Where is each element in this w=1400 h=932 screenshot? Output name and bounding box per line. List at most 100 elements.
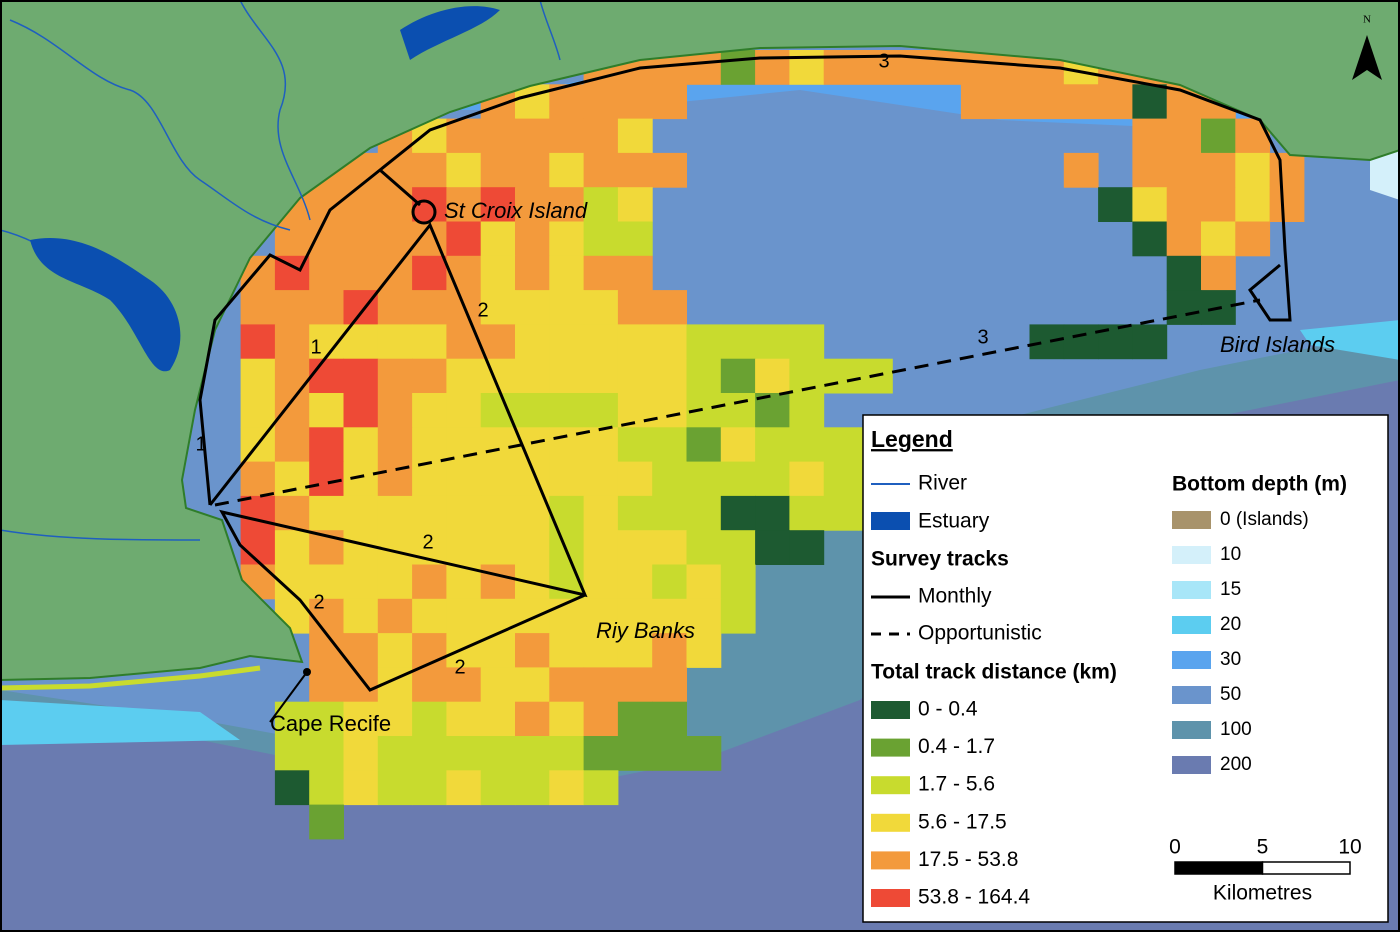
grid-cell (652, 427, 687, 463)
grid-cell (480, 393, 516, 428)
legend-label: 100 (1220, 719, 1252, 740)
grid-cell (617, 221, 653, 257)
grid-cell (343, 255, 379, 291)
grid-cell (549, 358, 585, 394)
estuary-swatch (871, 512, 910, 530)
track-label: 3 (977, 326, 988, 348)
grid-cell (515, 393, 550, 428)
grid-cell (377, 495, 413, 531)
scale-segment (1174, 861, 1264, 875)
grid-cell (446, 255, 482, 291)
grid-cell (240, 324, 276, 360)
grid-cell (446, 393, 482, 428)
grid-cell (1201, 118, 1236, 154)
grid-cell (549, 187, 585, 222)
grid-cell (515, 701, 550, 737)
grid-cell (583, 633, 619, 668)
grid-cell (446, 461, 482, 497)
grid-cell (1132, 118, 1168, 154)
grid-cell (617, 358, 653, 394)
grid-cell (309, 495, 344, 531)
track-label: 1 (195, 433, 206, 455)
grid-cell (309, 290, 344, 325)
grid-cell (960, 50, 996, 85)
grid-cell (480, 770, 516, 806)
grid-cell (240, 461, 276, 497)
grid-cell (309, 667, 344, 703)
track-label: 2 (477, 299, 488, 321)
grid-cell (480, 324, 516, 360)
grid-cell (617, 152, 653, 188)
grid-cell (583, 118, 619, 154)
grid-cell (686, 50, 722, 85)
grid-cell (617, 667, 653, 703)
grid-cell (412, 427, 447, 463)
track-label: 1 (310, 336, 321, 358)
grid-cell (274, 427, 310, 463)
grid-cell (1166, 152, 1202, 188)
grid-cell (755, 461, 790, 497)
grid-cell (583, 667, 619, 703)
grid-cell (515, 598, 550, 634)
grid-cell (1201, 221, 1236, 257)
grid-cell (720, 598, 756, 634)
grid-cell (377, 598, 413, 634)
grid-cell (515, 633, 550, 668)
grid-cell (823, 461, 859, 497)
grid-cell (617, 118, 653, 154)
grid-cell (617, 736, 653, 771)
grid-cell (583, 393, 619, 428)
grid-cell (515, 152, 550, 188)
grid-cell (1063, 152, 1099, 188)
depth-swatch (1172, 511, 1211, 529)
grid-cell (617, 564, 653, 600)
land (0, 0, 1400, 682)
grid-cell (343, 358, 379, 394)
grid-cell (412, 770, 447, 806)
grid-cell (1166, 118, 1202, 154)
grid-cell (1029, 324, 1065, 360)
island-loop (411, 199, 437, 225)
legend-label: 30 (1220, 649, 1241, 670)
grid-cell (720, 427, 756, 463)
grid-cell (240, 290, 276, 325)
scale-tick-label: 10 (1338, 836, 1361, 859)
place-label: Bird Islands (1220, 332, 1335, 357)
legend-heading: Total track distance (km) (871, 661, 1117, 684)
grid-cell (515, 667, 550, 703)
grid-cell (549, 736, 585, 771)
river (539, 0, 561, 61)
estuary (30, 238, 181, 372)
grid-cell (515, 187, 550, 222)
place-label: Riy Banks (596, 618, 695, 643)
depth-swatch (1172, 581, 1211, 599)
grid-cell (480, 530, 516, 565)
grid-cell (446, 667, 482, 703)
grid-cell (446, 118, 482, 154)
depth-swatch (1172, 546, 1211, 564)
grid-cell (480, 564, 516, 600)
legend-label: 53.8 - 164.4 (918, 886, 1030, 909)
grid-cell (755, 495, 790, 531)
grid-cell (515, 358, 550, 394)
grid-cell (686, 427, 722, 463)
legend-label: River (918, 472, 967, 495)
grid-cell (343, 598, 379, 634)
estuary (400, 6, 500, 61)
grid-cell (480, 667, 516, 703)
grid-cell (274, 530, 310, 565)
grid-cell (720, 393, 756, 428)
grid-cell (1029, 84, 1065, 120)
grid-cell (583, 461, 619, 497)
grid-cell (446, 152, 482, 188)
grid-cell (343, 495, 379, 531)
grid-cell (583, 701, 619, 737)
north-arrow (1352, 35, 1382, 80)
grid-cell (583, 530, 619, 565)
grid-cell (274, 770, 310, 806)
grid-cell (480, 461, 516, 497)
legend-label: 1.7 - 5.6 (918, 773, 995, 796)
grid-cell (583, 187, 619, 222)
